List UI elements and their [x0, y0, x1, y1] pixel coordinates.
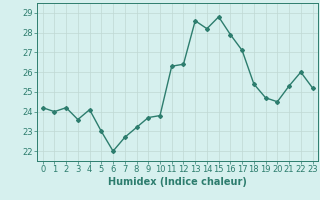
X-axis label: Humidex (Indice chaleur): Humidex (Indice chaleur)	[108, 177, 247, 187]
